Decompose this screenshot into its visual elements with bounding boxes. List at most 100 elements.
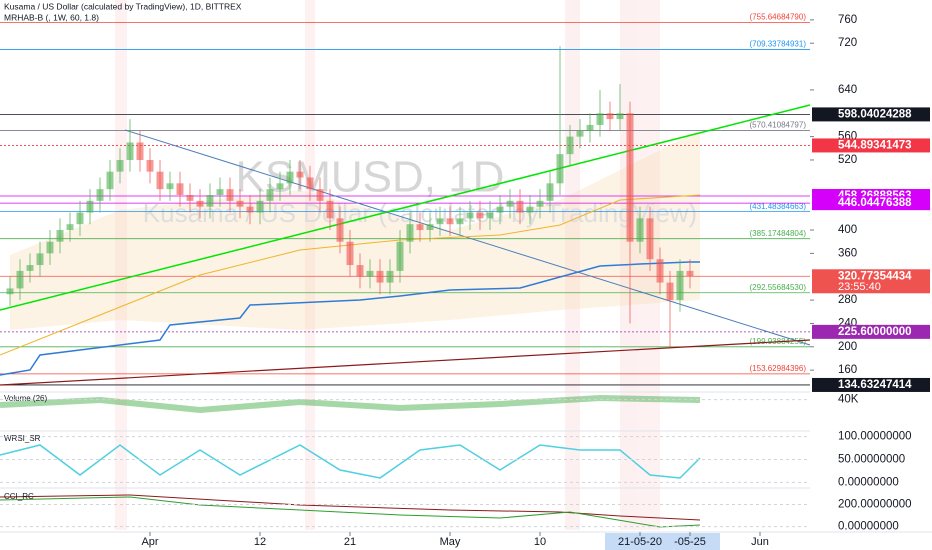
candle-body xyxy=(126,142,134,160)
volume-band xyxy=(0,394,701,414)
price-marker xyxy=(812,196,930,211)
candle-body xyxy=(46,241,54,254)
y-tick-label: 360 xyxy=(838,247,857,259)
candle-body xyxy=(326,200,334,219)
candle-body xyxy=(566,136,574,155)
price-marker-label: 320.77354434 xyxy=(838,270,912,282)
candle-body xyxy=(656,259,664,283)
cci-line xyxy=(0,494,701,521)
candle-body xyxy=(286,171,294,184)
level-label: (153.62984396) xyxy=(750,364,807,373)
candle-body xyxy=(466,212,474,219)
candle-body xyxy=(256,200,264,213)
panel-title: WRSI_SR xyxy=(4,434,41,443)
candle-body xyxy=(346,241,354,266)
level-label: (431.48384663) xyxy=(750,202,807,211)
x-tick-label: Apr xyxy=(141,536,158,548)
support-line xyxy=(0,261,700,376)
y-tick-label: 100.00000000 xyxy=(838,431,912,443)
candle-body xyxy=(16,270,24,289)
price-marker xyxy=(812,138,930,153)
candle-body xyxy=(396,241,404,271)
x-tick-label: 10 xyxy=(534,536,546,548)
candle-body xyxy=(296,171,304,178)
candle-body xyxy=(66,224,74,231)
x-tick-label: -05-25 xyxy=(674,536,706,548)
candle-body xyxy=(366,270,374,277)
candle-body xyxy=(176,183,184,195)
price-marker-label: 134.63247414 xyxy=(838,379,912,391)
x-tick-label: 21-05-20 xyxy=(618,536,662,548)
x-tick-label: May xyxy=(440,536,461,548)
candle-body xyxy=(56,230,64,242)
candle-body xyxy=(156,171,164,190)
band xyxy=(115,0,127,530)
panel-title: Volume (26) xyxy=(4,394,47,403)
candle-body xyxy=(516,200,524,213)
candle-body xyxy=(166,183,174,190)
candle-body xyxy=(406,224,414,242)
candle-body xyxy=(216,189,224,195)
candle-body xyxy=(546,183,554,201)
level-label: (709.33784931) xyxy=(750,40,807,49)
y-tick-label: 280 xyxy=(838,294,857,306)
cloud xyxy=(10,130,700,330)
band xyxy=(305,0,315,530)
candle-body xyxy=(356,265,364,277)
trend-line xyxy=(0,104,811,311)
level-label: (755.64684790) xyxy=(750,13,807,22)
trend-line xyxy=(124,129,811,346)
candle-body xyxy=(276,183,284,190)
y-tick-label: 200 xyxy=(838,341,857,353)
candle-body xyxy=(136,142,144,160)
candle-body xyxy=(616,113,624,120)
candle-body xyxy=(266,189,274,201)
candle-body xyxy=(186,195,194,201)
candle-body xyxy=(86,200,94,213)
candle-body xyxy=(306,177,314,190)
candle-body xyxy=(636,218,644,242)
candle-body xyxy=(236,200,244,207)
candle-body xyxy=(576,130,584,137)
levels: (755.64684790) (709.33784931) (570.4108479… xyxy=(0,13,810,386)
candle-body xyxy=(26,265,34,271)
y-tick-label: 160 xyxy=(838,364,857,376)
candle-body xyxy=(456,218,464,225)
y-tick-label: 50.00000000 xyxy=(838,454,905,466)
x-tick-label: 21 xyxy=(344,536,356,548)
candle-body xyxy=(226,189,234,201)
candle-body xyxy=(556,154,564,184)
y-tick-label: 40K xyxy=(838,394,859,406)
price-marker-label: 544.89341473 xyxy=(838,139,912,151)
indicator-title: MRHAB-B (, 1W, 60, 1.8) xyxy=(4,12,99,22)
y-tick-label: 760 xyxy=(838,14,857,26)
candle-body xyxy=(416,224,424,231)
candle-body xyxy=(596,113,604,125)
cci-line xyxy=(0,496,701,528)
y-tick-label: 200.00000000 xyxy=(838,498,912,510)
candle-body xyxy=(376,270,384,283)
axes: 760720640560520400360280240200160598.040… xyxy=(0,14,930,548)
countdown: 23:55:40 xyxy=(838,281,881,293)
candle-body xyxy=(436,218,444,225)
level-label: (385.17484804) xyxy=(750,229,807,238)
price-marker xyxy=(812,377,930,392)
candle-body xyxy=(496,206,504,213)
candle-body xyxy=(316,189,324,201)
x-tick-label: 12 xyxy=(254,536,266,548)
price-marker xyxy=(812,269,930,294)
y-tick-label: 0.00000000 xyxy=(838,521,899,533)
candle-body xyxy=(146,159,154,172)
price-marker-label: 446.04476388 xyxy=(838,197,912,209)
candle-body xyxy=(206,195,214,207)
candle-body xyxy=(196,200,204,207)
date-highlight xyxy=(605,533,720,550)
chart-title: Kusama / US Dollar (calculated by Tradin… xyxy=(4,1,242,11)
trend-line xyxy=(0,339,811,386)
level-label: (292.55684530) xyxy=(750,283,807,292)
price-marker-label: 598.04024288 xyxy=(838,108,912,120)
candle-body xyxy=(6,288,14,295)
candles xyxy=(6,46,694,347)
candle-body xyxy=(626,113,634,242)
